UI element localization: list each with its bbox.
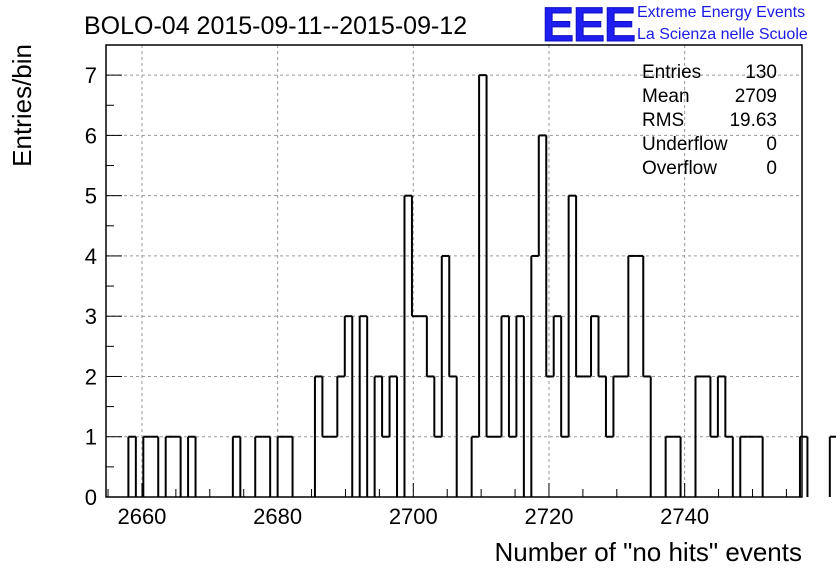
grid-lines — [106, 45, 802, 497]
y-tick-label: 7 — [85, 63, 97, 88]
eee-logo: EEE Extreme Energy Events La Scienza nel… — [542, 0, 808, 53]
stat-label: Underflow — [642, 134, 728, 155]
y-tick-label: 6 — [85, 123, 97, 148]
stat-label: Overflow — [642, 158, 717, 179]
y-tick-label: 4 — [85, 244, 97, 269]
x-tick-label: 2680 — [253, 504, 302, 529]
y-tick-label: 2 — [85, 364, 97, 389]
eee-logo-line2: La Scienza nelle Scuole — [637, 26, 808, 43]
stat-value: 130 — [745, 62, 777, 83]
stat-label: Entries — [642, 62, 701, 83]
x-tick-label: 2720 — [524, 504, 573, 529]
x-tick-label: 2740 — [660, 504, 709, 529]
eee-logo-mark: EEE — [542, 0, 635, 52]
eee-logo-line1: Extreme Energy Events — [637, 4, 805, 21]
y-tick-label: 0 — [85, 485, 97, 510]
stat-value: 19.63 — [729, 110, 777, 131]
stat-label: Mean — [642, 86, 690, 107]
chart-title: BOLO-04 2015-09-11--2015-09-12 — [84, 12, 467, 40]
y-tick-labels: 0 1 2 3 4 5 6 7 — [85, 63, 97, 510]
stat-label: RMS — [642, 110, 684, 131]
plot-frame — [105, 44, 803, 498]
y-tick-label: 3 — [85, 304, 97, 329]
y-tick-label: 1 — [85, 425, 97, 450]
stat-value: 0 — [766, 134, 777, 155]
stat-value: 0 — [766, 158, 777, 179]
x-tick-label: 2660 — [117, 504, 166, 529]
x-tick-labels: 2660 2680 2700 2720 2740 — [117, 504, 709, 529]
y-tick-label: 5 — [85, 184, 97, 209]
y-axis-label: Entries/bin — [7, 44, 37, 167]
histogram-bars — [127, 74, 836, 497]
x-axis-label: Number of "no hits" events — [495, 537, 803, 567]
x-tick-label: 2700 — [389, 504, 438, 529]
stat-value: 2709 — [735, 86, 777, 107]
